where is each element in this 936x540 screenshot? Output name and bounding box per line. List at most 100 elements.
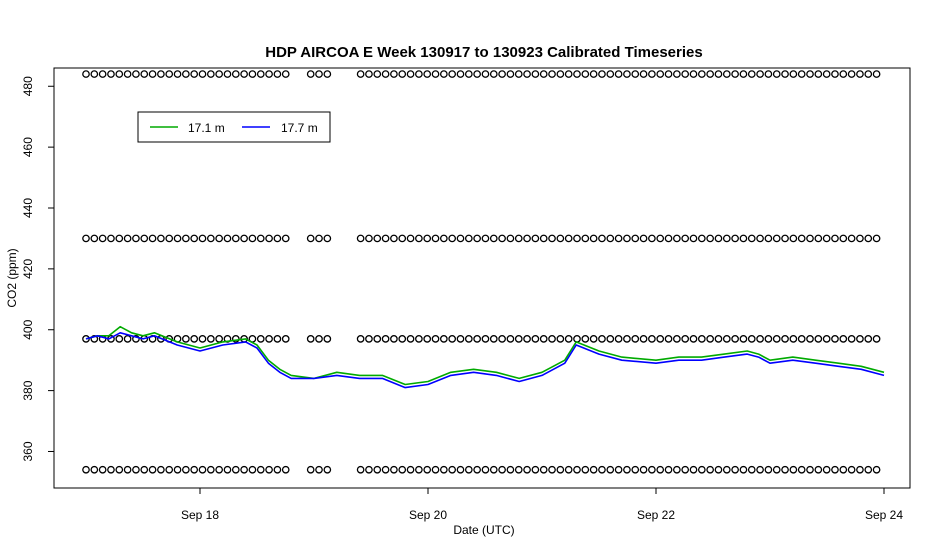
reference-marker [398, 465, 407, 474]
y-tick-label: 440 [21, 198, 35, 218]
reference-marker [656, 70, 665, 78]
reference-marker [772, 70, 781, 78]
x-axis: Sep 18 Sep 20 Sep 22 Sep 24 [181, 488, 903, 522]
reference-marker [623, 234, 631, 243]
reference-marker [82, 234, 90, 243]
reference-marker [157, 465, 165, 474]
reference-marker [398, 70, 407, 78]
reference-marker [731, 465, 739, 474]
reference-marker [714, 70, 723, 78]
reference-marker [639, 70, 648, 78]
reference-marker [140, 465, 149, 474]
reference-marker [598, 465, 606, 474]
reference-marker [673, 234, 681, 243]
reference-marker [473, 234, 481, 243]
reference-marker [256, 70, 265, 78]
reference-marker [631, 465, 640, 474]
reference-marker [797, 335, 806, 343]
reference-marker [132, 70, 140, 78]
reference-marker [115, 335, 124, 343]
reference-marker [581, 70, 590, 78]
legend-label-17-7m: 17.7 m [281, 121, 318, 135]
reference-marker [847, 465, 856, 474]
y-tick-label: 460 [21, 137, 35, 157]
reference-marker [581, 465, 590, 474]
reference-marker [739, 234, 748, 243]
reference-marker [831, 234, 839, 243]
reference-marker [697, 335, 706, 343]
reference-marker [648, 234, 656, 243]
reference-marker [814, 335, 823, 343]
reference-marker [356, 465, 365, 474]
reference-marker [689, 465, 698, 474]
reference-marker [839, 335, 848, 343]
reference-marker [206, 70, 215, 78]
reference-marker [198, 70, 207, 78]
y-tick-label: 400 [21, 319, 35, 339]
reference-marker [872, 335, 881, 343]
reference-marker [306, 335, 315, 343]
reference-marker [839, 70, 848, 78]
series-lines [85, 325, 885, 389]
reference-marker [797, 465, 806, 474]
reference-marker [165, 70, 174, 78]
reference-marker [772, 465, 781, 474]
reference-marker [123, 70, 132, 78]
reference-marker [756, 465, 764, 474]
reference-marker [739, 465, 748, 474]
reference-marker [847, 70, 856, 78]
reference-marker [265, 465, 273, 474]
reference-marker [623, 70, 631, 78]
x-tick-label: Sep 20 [409, 508, 447, 522]
reference-marker [714, 465, 723, 474]
reference-marker [789, 335, 798, 343]
reference-marker [722, 465, 731, 474]
reference-marker [206, 234, 215, 243]
reference-marker [697, 234, 706, 243]
reference-marker [706, 70, 715, 78]
reference-marker [215, 335, 224, 343]
reference-marker [381, 465, 390, 474]
reference-marker [864, 234, 873, 243]
reference-marker [789, 234, 798, 243]
reference-marker [489, 234, 498, 243]
reference-marker [847, 335, 856, 343]
reference-marker [614, 234, 623, 243]
reference-marker [132, 335, 140, 343]
y-tick-label: 480 [21, 76, 35, 96]
reference-marker [514, 335, 523, 343]
reference-marker [390, 335, 398, 343]
reference-marker [681, 335, 690, 343]
reference-marker [182, 70, 190, 78]
reference-marker [157, 234, 165, 243]
reference-marker [573, 234, 581, 243]
reference-marker [381, 70, 390, 78]
reference-marker [731, 70, 739, 78]
reference-marker [631, 70, 640, 78]
reference-marker [448, 335, 457, 343]
reference-marker [589, 335, 598, 343]
reference-marker [165, 234, 174, 243]
reference-marker [431, 234, 440, 243]
reference-marker [781, 335, 789, 343]
reference-marker [806, 234, 814, 243]
reference-marker [714, 335, 723, 343]
reference-marker [498, 234, 506, 243]
reference-marker [315, 70, 323, 78]
reference-marker [431, 335, 440, 343]
reference-marker [265, 70, 273, 78]
reference-marker [240, 234, 248, 243]
reference-marker [223, 70, 232, 78]
reference-marker [240, 465, 248, 474]
reference-marker [648, 70, 656, 78]
reference-marker [306, 70, 315, 78]
reference-marker [764, 335, 773, 343]
reference-marker [464, 70, 473, 78]
reference-marker [681, 465, 690, 474]
reference-marker [664, 335, 673, 343]
reference-marker [115, 465, 124, 474]
reference-marker [306, 465, 315, 474]
reference-marker [856, 234, 864, 243]
reference-marker [756, 335, 764, 343]
reference-marker [556, 234, 565, 243]
